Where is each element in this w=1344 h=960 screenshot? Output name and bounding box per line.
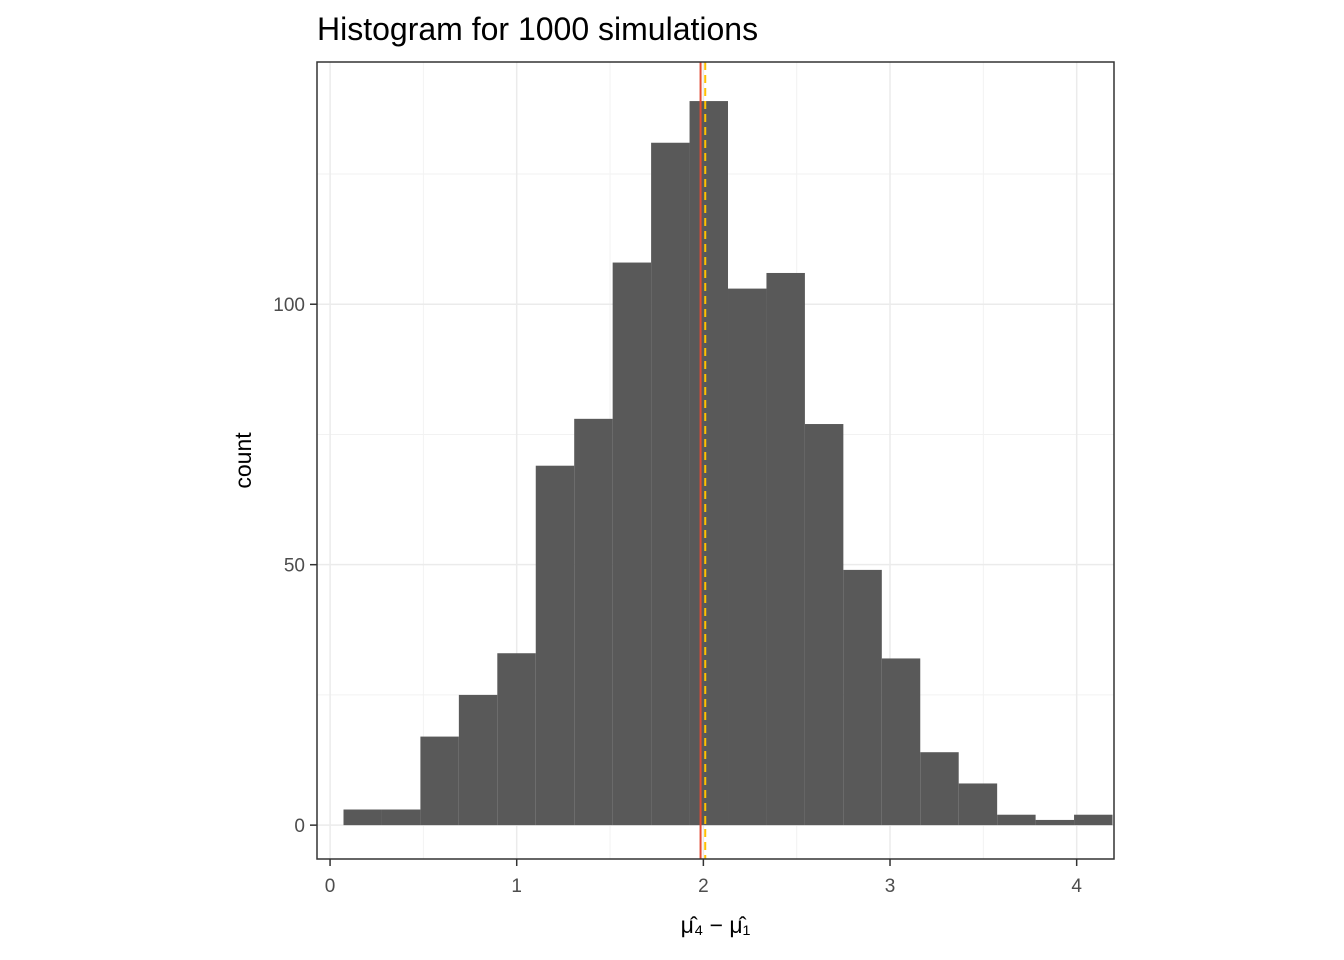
histogram-bar [651, 142, 690, 826]
x-tick-label: 1 [511, 876, 522, 897]
histogram-bar [458, 694, 498, 826]
x-tick-label: 3 [885, 876, 896, 897]
histogram-bar [381, 809, 421, 826]
histogram-bar [804, 424, 844, 826]
histogram-bar [574, 418, 613, 826]
x-tick-label: 0 [325, 876, 336, 897]
chart-title: Histogram for 1000 simulations [317, 11, 758, 47]
histogram-bar [1035, 819, 1075, 826]
reference-lines [699, 62, 707, 859]
histogram-bar [535, 465, 575, 826]
axis-ticks: 0 1 2 3 4 0 50 100 [273, 295, 1082, 897]
histogram-bar [766, 272, 805, 826]
histogram-bar [728, 288, 767, 826]
x-tick-label: 4 [1071, 876, 1082, 897]
histogram-bar [420, 736, 459, 826]
histogram-bar [689, 101, 729, 826]
histogram-bar [958, 783, 998, 826]
histogram-bar [497, 653, 536, 826]
histogram-bar [843, 569, 882, 826]
histogram-bar [343, 809, 382, 826]
plot-panel-border [316, 61, 1115, 860]
y-axis-title: count [230, 432, 256, 489]
y-tick-label: 0 [294, 816, 305, 837]
histogram-bar [612, 262, 652, 826]
histogram-bars [343, 101, 1113, 826]
histogram-bar [997, 814, 1036, 826]
x-axis-title: μ̂₄ − μ̂₁ [681, 912, 751, 938]
histogram-bar [1074, 814, 1113, 826]
histogram-bar [920, 752, 959, 826]
x-tick-label: 2 [698, 876, 709, 897]
histogram-bar [881, 658, 921, 826]
y-tick-label: 100 [273, 295, 305, 316]
y-tick-label: 50 [284, 556, 305, 577]
